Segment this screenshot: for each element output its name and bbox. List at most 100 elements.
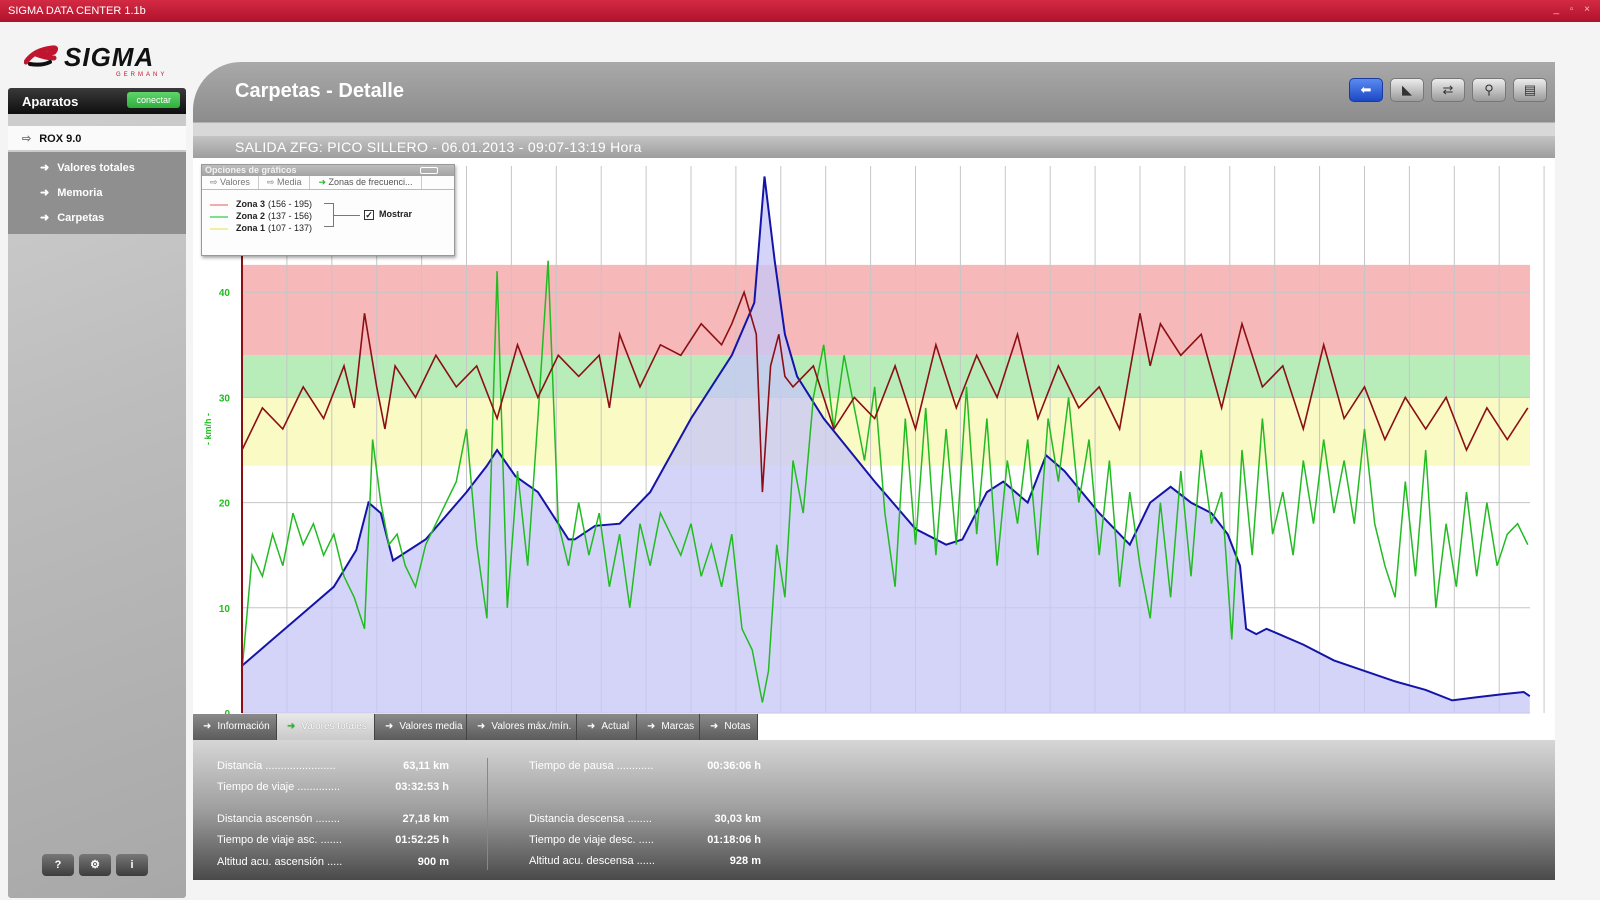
toolbar: ⬅ ◣ ⇄ ⚲ ▤ bbox=[1342, 78, 1547, 102]
options-tab-valores[interactable]: ⇨ Valores bbox=[202, 176, 259, 189]
show-zones-checkbox[interactable]: ✓ Mostrar bbox=[364, 209, 412, 220]
sidebar-item-label: Carpetas bbox=[57, 212, 105, 224]
options-tabs: ⇨ Valores ⇨ Media ➜ Zonas de frecuenci... bbox=[202, 176, 454, 190]
zone-row: Zona 3 (156 - 195) bbox=[210, 199, 312, 209]
tab-valores-totales[interactable]: ➜ Valores totales bbox=[277, 714, 375, 740]
stat-value: 928 m bbox=[729, 855, 761, 867]
tab-label: Valores máx./mín. bbox=[491, 721, 572, 732]
stat-label: Altitud acu. ascensión ..... bbox=[217, 856, 343, 868]
sigma-swoosh-icon bbox=[24, 45, 59, 67]
tab-actual[interactable]: ➜ Actual bbox=[577, 714, 637, 740]
zone-bracket bbox=[324, 203, 334, 227]
arrow-right-icon: ➜ bbox=[587, 721, 596, 732]
zone-band bbox=[242, 264, 1530, 356]
stat-label: Distancia ascensón ........ bbox=[217, 813, 340, 825]
sign-icon[interactable]: ◣ bbox=[1390, 78, 1424, 102]
speed-line bbox=[241, 260, 1529, 703]
y-axis-label: - km/h - bbox=[203, 413, 213, 445]
connect-button[interactable]: conectar bbox=[127, 92, 180, 108]
search-icon[interactable]: ⚲ bbox=[1472, 78, 1506, 102]
y-tick-label: 20 bbox=[219, 499, 231, 510]
ride-chart[interactable]: 010203040- km/h -0 m2,2 km4,4 km6,6 km8,… bbox=[193, 158, 1555, 752]
y-tick-label: 30 bbox=[219, 393, 231, 404]
sidebar-item-label: Memoria bbox=[57, 187, 103, 199]
app-body: SIGMA GERMANY Aparatos conectar ⇨ ROX 9.0… bbox=[0, 22, 1600, 900]
arrow-right-icon: ➜ bbox=[477, 721, 486, 732]
stat-value: 900 m bbox=[417, 856, 449, 868]
tab-marcas[interactable]: ➜ Marcas bbox=[637, 714, 700, 740]
tab-informacion[interactable]: ➜ Información bbox=[193, 714, 277, 740]
logo-sub: GERMANY bbox=[116, 72, 168, 78]
sigma-logo: SIGMA GERMANY bbox=[24, 40, 184, 80]
stat-label: Tiempo de viaje asc. ....... bbox=[217, 834, 342, 846]
stat-label: Tiempo de pausa ............ bbox=[529, 760, 654, 772]
arrow-right-icon: ➜ bbox=[203, 721, 212, 732]
export-icon[interactable]: ⇄ bbox=[1431, 78, 1465, 102]
tab-label: Marcas bbox=[661, 721, 695, 732]
window-titlebar: SIGMA DATA CENTER 1.1b _ ▫ × bbox=[0, 0, 1600, 22]
tab-valores-media[interactable]: ➜ Valores media bbox=[375, 714, 467, 740]
arrow-right-icon: ➜ bbox=[385, 721, 394, 732]
stat-value: 63,11 km bbox=[403, 760, 449, 772]
tab-label: Información bbox=[217, 721, 270, 732]
sidebar-header: Aparatos conectar bbox=[8, 88, 186, 114]
info-button[interactable]: i bbox=[116, 854, 148, 876]
help-button[interactable]: ? bbox=[42, 854, 74, 876]
settings-button[interactable]: ⚙ bbox=[79, 854, 111, 876]
back-arrow-icon[interactable]: ⬅ bbox=[1349, 78, 1383, 102]
stat-label: Distancia ....................... bbox=[217, 760, 336, 772]
logo-word: SIGMA bbox=[64, 42, 155, 72]
y-tick-label: 40 bbox=[219, 288, 231, 299]
tab-label: Valores totales bbox=[301, 721, 367, 732]
window-controls[interactable]: _ ▫ × bbox=[1553, 4, 1594, 15]
stat-value: 30,03 km bbox=[714, 813, 761, 825]
options-tab-label: Zonas de frecuenci... bbox=[328, 177, 413, 187]
stat-row: Tiempo de pausa ............ 00:36:06 h bbox=[529, 760, 761, 772]
tab-label: Notas bbox=[724, 721, 751, 732]
zone-swatch bbox=[210, 203, 228, 206]
tab-label: Valores media bbox=[399, 721, 463, 732]
altitude-line bbox=[241, 176, 1531, 702]
sidebar-item-memoria[interactable]: ➜ Memoria bbox=[8, 180, 186, 205]
zone-range: (107 - 137) bbox=[268, 223, 313, 233]
zone-name: Zona 1 bbox=[236, 223, 266, 233]
heart-rate-line bbox=[241, 289, 1529, 493]
arrow-right-icon: ➜ bbox=[287, 721, 296, 732]
options-tab-label: Media bbox=[276, 177, 302, 187]
sidebar-item-label: Valores totales bbox=[57, 162, 135, 174]
page-title: Carpetas - Detalle bbox=[235, 80, 404, 102]
options-title: Opciones de gráficos bbox=[205, 165, 297, 175]
sidebar-item-carpetas[interactable]: ➜ Carpetas bbox=[8, 205, 186, 230]
options-tab-media[interactable]: ⇨ Media bbox=[259, 176, 311, 189]
tab-notas[interactable]: ➜ Notas bbox=[700, 714, 758, 740]
options-tab-zonas[interactable]: ➜ Zonas de frecuenci... bbox=[310, 176, 422, 189]
zone-row: Zona 1 (107 - 137) bbox=[210, 223, 312, 233]
stat-row: Tiempo de viaje asc. ....... 01:52:25 h bbox=[217, 834, 449, 846]
print-icon[interactable]: ▤ bbox=[1513, 78, 1547, 102]
arrow-right-icon: ⇨ bbox=[22, 133, 32, 145]
arrow-right-icon: ➜ bbox=[318, 177, 329, 187]
stat-row: Altitud acu. ascensión ..... 900 m bbox=[217, 856, 449, 868]
device-label: ROX 9.0 bbox=[39, 133, 82, 145]
arrow-right-icon: ➜ bbox=[40, 162, 50, 174]
zone-range: (156 - 195) bbox=[268, 199, 313, 209]
minimize-icon[interactable] bbox=[420, 167, 438, 174]
tab-valores-maxmin[interactable]: ➜ Valores máx./mín. bbox=[467, 714, 577, 740]
sidebar-tools: ? ⚙ i bbox=[42, 854, 153, 876]
altitude-area bbox=[242, 176, 1530, 713]
checkmark-icon: ✓ bbox=[364, 209, 374, 220]
options-tab-label: Valores bbox=[220, 177, 250, 187]
stat-row: Distancia ascensón ........ 27,18 km bbox=[217, 813, 449, 825]
arrow-right-icon: ⇨ bbox=[266, 177, 277, 187]
stat-row: Altitud acu. descensa ...... 928 m bbox=[529, 855, 761, 867]
stat-row: Distancia descensa ........ 30,03 km bbox=[529, 813, 761, 825]
sidebar: Aparatos conectar ⇨ ROX 9.0 ➜ Valores tota… bbox=[8, 88, 186, 898]
zone-bracket-line bbox=[334, 215, 360, 216]
stat-row: Tiempo de viaje desc. ..... 01:18:06 h bbox=[529, 834, 761, 846]
stats-panel: Distancia ....................... 63,11 k… bbox=[193, 740, 1555, 880]
window-title: SIGMA DATA CENTER 1.1b bbox=[8, 5, 146, 17]
zone-name: Zona 3 bbox=[236, 199, 266, 209]
sidebar-item-valores-totales[interactable]: ➜ Valores totales bbox=[8, 155, 186, 180]
sidebar-item-device[interactable]: ⇨ ROX 9.0 bbox=[8, 126, 186, 150]
zone-band bbox=[242, 397, 1530, 466]
